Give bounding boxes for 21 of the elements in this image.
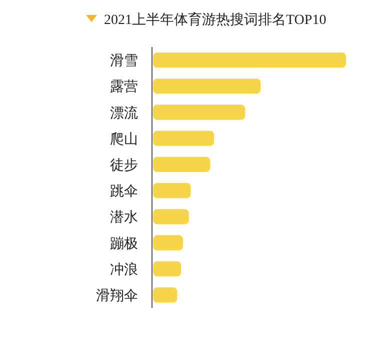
- bar: [153, 261, 182, 276]
- bar: [153, 78, 261, 94]
- bar: [153, 130, 214, 146]
- y-tick-label: 蹦极: [110, 236, 138, 252]
- bar: [153, 156, 210, 172]
- chart-title: 2021上半年体育游热搜词排名TOP10: [104, 11, 326, 28]
- y-tick-label: 滑雪: [110, 53, 138, 70]
- bar: [153, 287, 178, 303]
- y-tick-label: 漂流: [110, 105, 138, 122]
- bar: [153, 52, 346, 68]
- y-tick-label: 冲浪: [110, 262, 138, 278]
- y-tick-label: 滑翔伞: [96, 288, 138, 304]
- bar: [153, 104, 246, 120]
- y-tick-label: 跳伞: [110, 184, 138, 200]
- y-tick-label: 爬山: [110, 131, 138, 148]
- y-tick-label: 露营: [110, 79, 138, 96]
- bar: [153, 182, 191, 198]
- y-tick-label: 徒步: [110, 157, 138, 174]
- bar: [153, 235, 184, 250]
- bar: [153, 209, 189, 224]
- y-tick-label: 潜水: [110, 210, 138, 226]
